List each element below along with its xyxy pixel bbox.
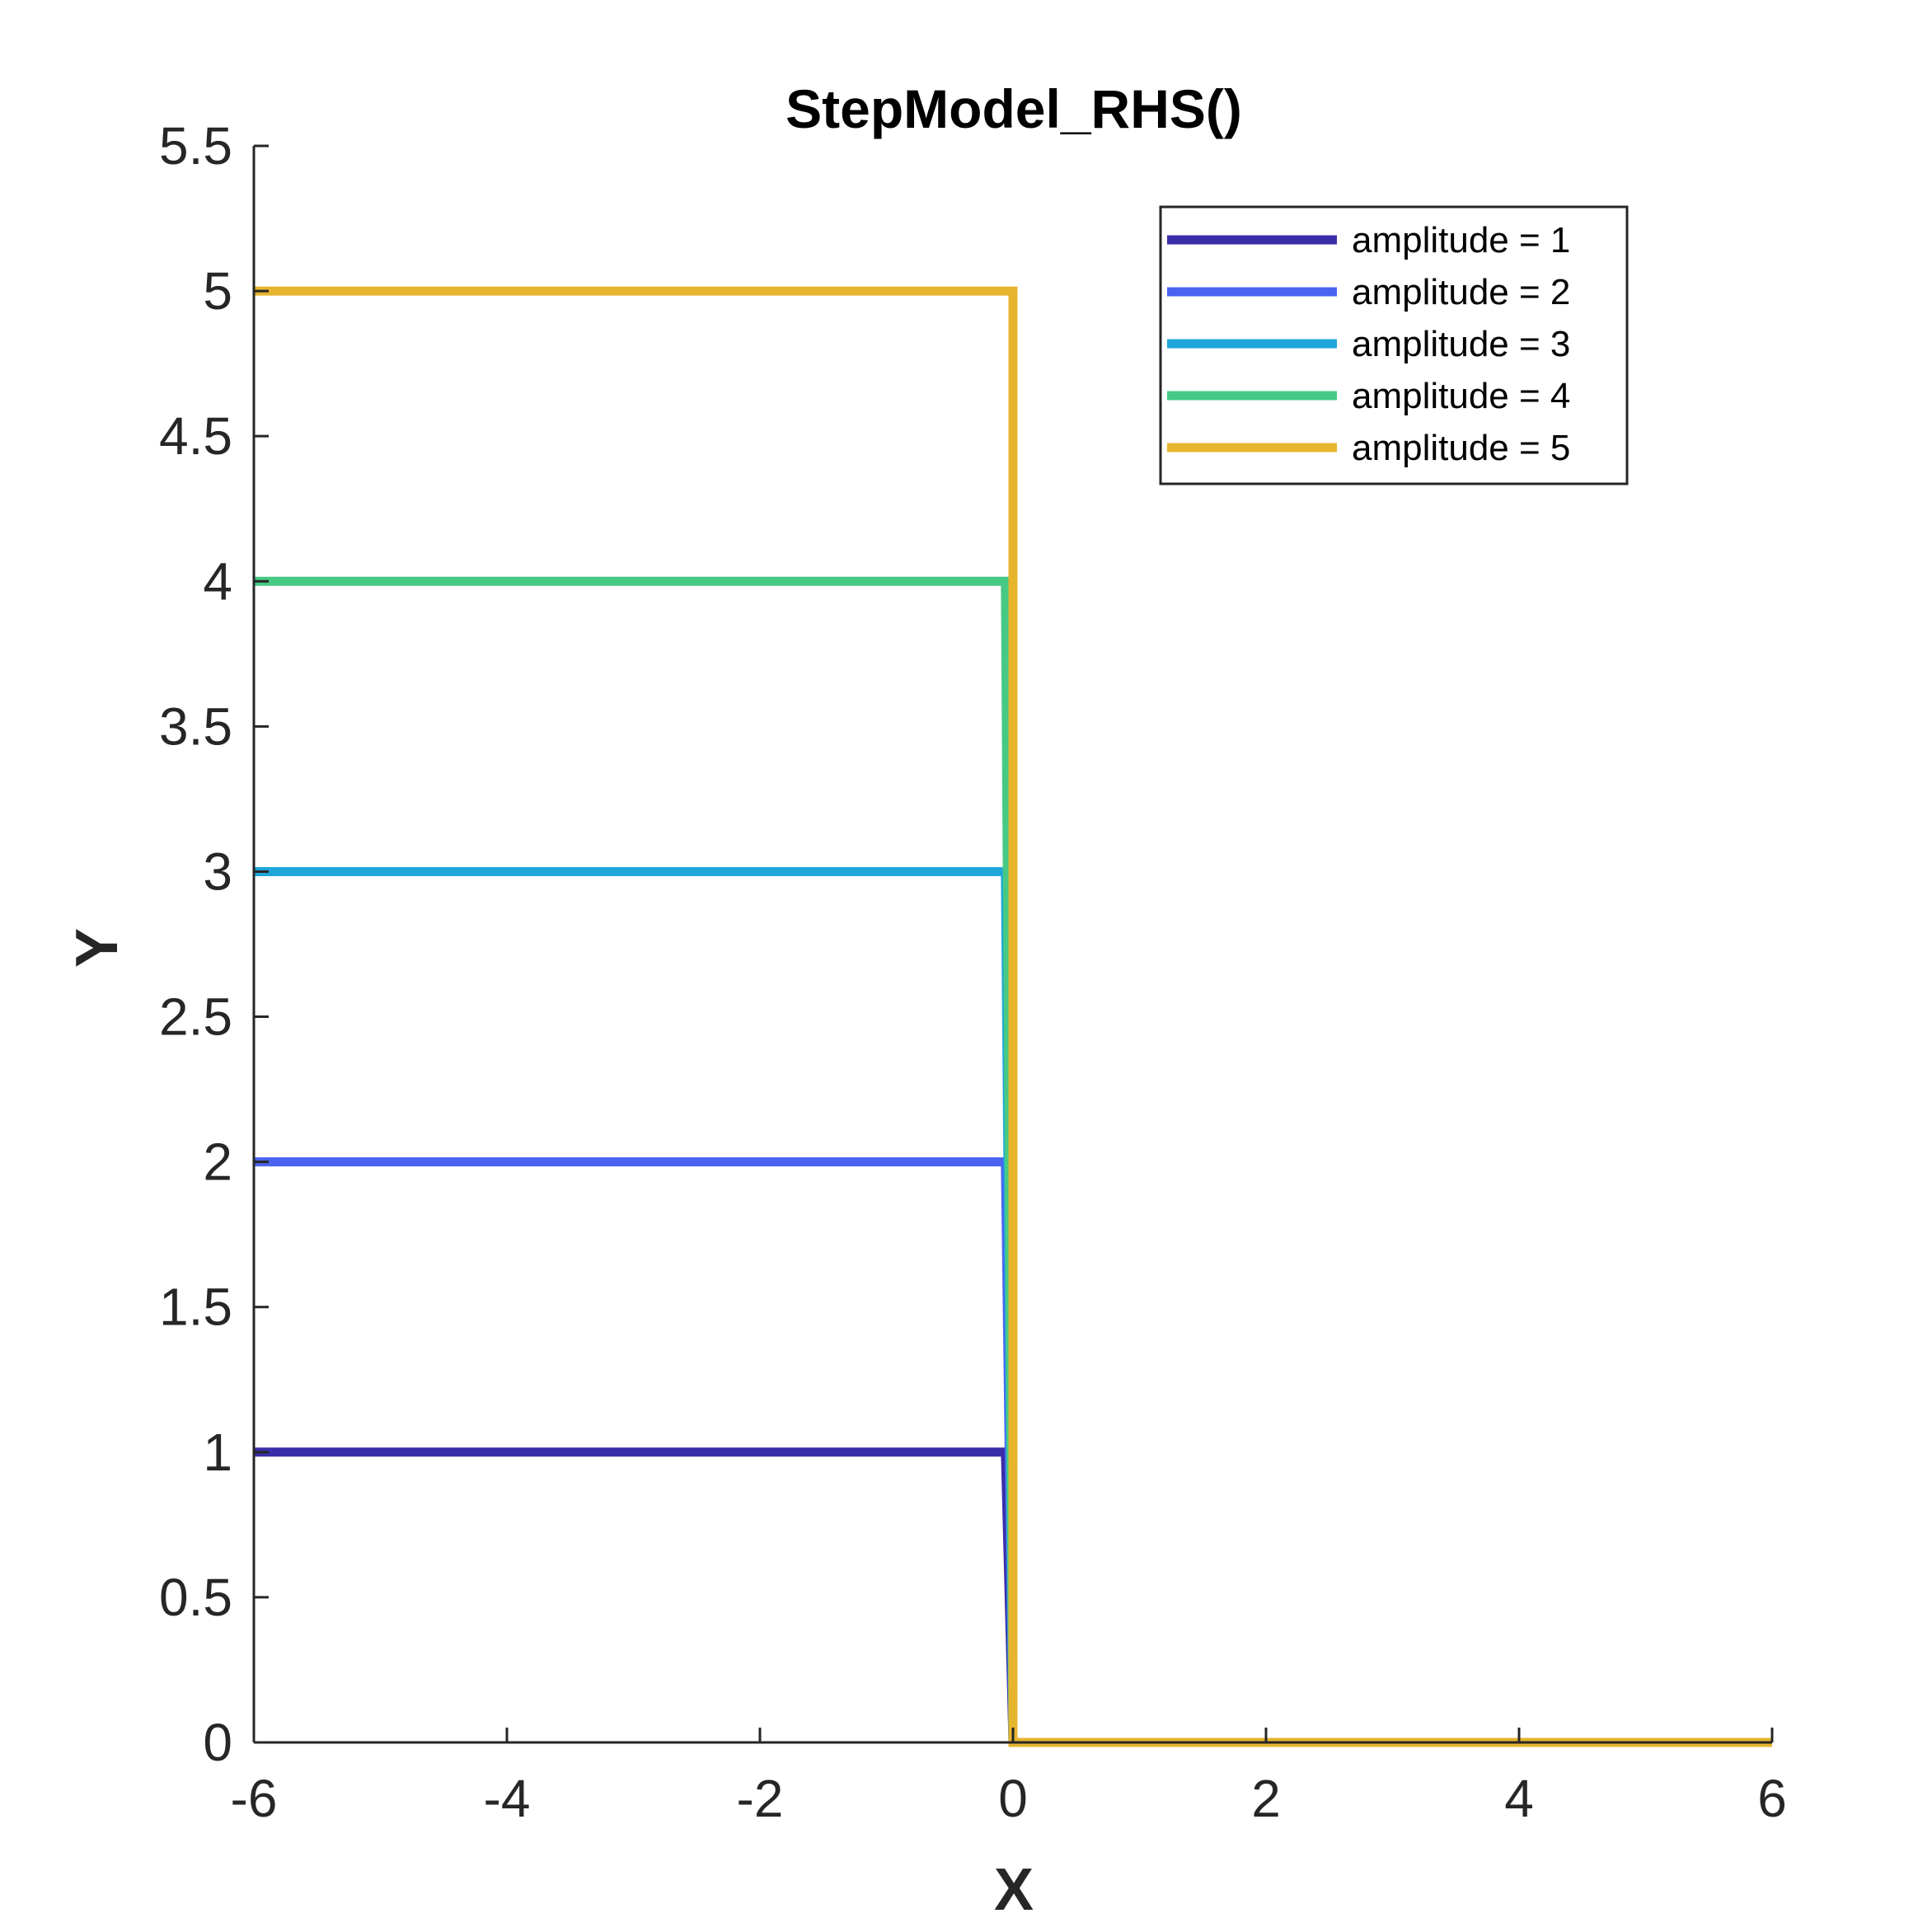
legend-label-amplitude-5: amplitude = 5 — [1352, 428, 1570, 468]
chart-title: StepModel_RHS() — [785, 78, 1242, 139]
x-tick-label: 2 — [1251, 1769, 1281, 1828]
legend: amplitude = 1 amplitude = 2 amplitude = 3 a… — [1159, 205, 1629, 485]
y-tick-label: 2.5 — [159, 987, 232, 1047]
series-group — [254, 286, 1772, 1747]
x-ticks: -6 -4 -2 0 2 4 6 — [231, 1728, 1787, 1828]
y-tick-label: 4.5 — [159, 406, 232, 466]
y-tick-label: 0 — [203, 1713, 232, 1772]
y-tick-label: 2 — [203, 1132, 232, 1192]
x-tick-label: -6 — [231, 1769, 278, 1828]
x-tick-label: 6 — [1757, 1769, 1787, 1828]
legend-label-amplitude-2: amplitude = 2 — [1352, 272, 1570, 312]
legend-label-amplitude-3: amplitude = 3 — [1352, 324, 1570, 364]
x-tick-label: -4 — [484, 1769, 531, 1828]
y-tick-label: 1 — [203, 1423, 232, 1482]
x-tick-label: 0 — [998, 1769, 1028, 1828]
y-tick-label: 5 — [203, 261, 232, 321]
y-tick-label: 1.5 — [159, 1278, 232, 1337]
x-tick-label: -2 — [737, 1769, 784, 1828]
series-line-amplitude-5 — [254, 286, 1772, 1747]
legend-items: amplitude = 1 amplitude = 2 amplitude = 3 a… — [1167, 220, 1570, 468]
legend-label-amplitude-1: amplitude = 1 — [1352, 220, 1570, 260]
y-tick-label: 3 — [203, 842, 232, 901]
y-tick-label: 3.5 — [159, 696, 232, 756]
y-tick-label: 0.5 — [159, 1568, 232, 1627]
y-tick-label: 5.5 — [159, 116, 232, 176]
legend-label-amplitude-4: amplitude = 4 — [1352, 376, 1570, 416]
y-axis-title: Y — [64, 928, 130, 968]
x-axis-title: X — [994, 1857, 1034, 1923]
y-ticks: 0 0.5 1 1.5 2 2.5 3 3.5 4 4.5 5 5.5 — [159, 116, 269, 1772]
y-tick-label: 4 — [203, 551, 232, 611]
x-tick-label: 4 — [1504, 1769, 1534, 1828]
